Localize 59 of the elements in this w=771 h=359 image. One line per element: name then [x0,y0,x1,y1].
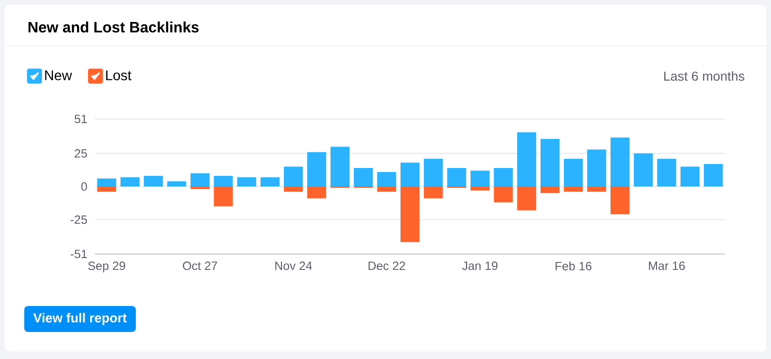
text: Last 6 months [664,71,744,81]
bar [704,164,723,186]
chart-title: New and Lost Backlinks [28,21,199,33]
bar [190,173,210,186]
bar [680,166,700,186]
bar [540,186,560,194]
bar [447,168,466,186]
bar [540,138,560,186]
bar [424,186,443,198]
bar [564,158,583,186]
bar [214,176,233,186]
x-tick-label: Mar 16 [648,262,685,270]
bar [564,186,583,192]
bar [517,186,536,210]
y-tick-label: -51 [70,250,87,258]
bar [400,186,420,242]
bar [354,168,373,186]
bar [377,172,396,186]
bar [424,158,443,186]
legend-label: New [45,70,72,80]
bar [377,186,396,192]
y-tick-label: 0 [81,182,88,191]
bar [517,132,536,186]
bar [167,181,186,186]
text: View full report [33,312,127,326]
bar [284,186,303,192]
y-tick-label: 51 [74,114,87,124]
bar [657,158,676,186]
bar [307,186,326,198]
bar [587,149,606,186]
bar [494,168,513,186]
bar [610,138,630,186]
bar [400,162,420,186]
bar [610,186,630,214]
x-tick-label: Oct 27 [182,262,218,270]
bar [634,153,653,186]
y-tick-label: -25 [70,215,87,224]
x-tick-label: Nov 24 [275,262,312,270]
bar [284,166,303,186]
x-tick-label: Feb 16 [556,262,592,270]
bar [144,176,163,186]
legend-label: Lost [106,70,132,80]
x-tick-label: Jan 19 [462,262,498,270]
bar [237,177,256,186]
bar [330,146,350,186]
x-tick-label: Dec 22 [368,262,406,270]
bar [120,177,140,186]
bar [190,186,210,190]
bar [494,186,513,202]
bar [260,177,280,186]
x-tick-label: Sep 29 [88,262,126,272]
bar [470,186,490,190]
bar [470,170,490,186]
bar [587,186,606,192]
y-tick-label: 25 [74,149,87,158]
bar [214,186,233,206]
bar [97,178,116,186]
bar [307,152,326,186]
bar [97,186,116,192]
